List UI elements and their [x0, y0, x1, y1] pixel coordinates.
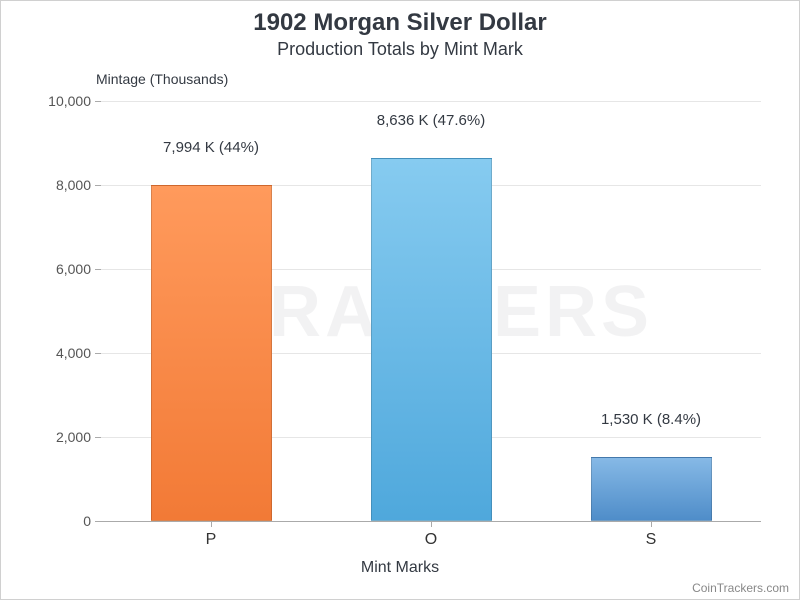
chart-title: 1902 Morgan Silver Dollar	[1, 9, 799, 37]
bar-value-label: 8,636 K (47.6%)	[377, 112, 485, 135]
y-tick-label: 4,000	[56, 345, 101, 361]
y-tick-label: 2,000	[56, 429, 101, 445]
gridline	[101, 101, 761, 102]
bar	[591, 457, 712, 521]
chart-subtitle: Production Totals by Mint Mark	[1, 39, 799, 60]
y-tick-label: 10,000	[48, 93, 101, 109]
bar-value-label: 7,994 K (44%)	[163, 139, 259, 162]
y-tick-label: 8,000	[56, 177, 101, 193]
x-tick-label: S	[646, 521, 657, 549]
x-axis-title: Mint Marks	[1, 559, 799, 577]
credit-text: CoinTrackers.com	[692, 581, 789, 595]
y-tick-label: 0	[83, 513, 101, 529]
x-tick-label: P	[206, 521, 217, 549]
chart-container: 1902 Morgan Silver Dollar Production Tot…	[0, 0, 800, 600]
x-tick-label: O	[425, 521, 437, 549]
bar	[371, 158, 492, 521]
y-axis-title: Mintage (Thousands)	[96, 71, 228, 87]
y-tick-label: 6,000	[56, 261, 101, 277]
bar	[151, 185, 272, 521]
bar-value-label: 1,530 K (8.4%)	[601, 411, 701, 434]
plot-area: TRACKERS 02,0004,0006,0008,00010,0007,99…	[101, 101, 761, 521]
